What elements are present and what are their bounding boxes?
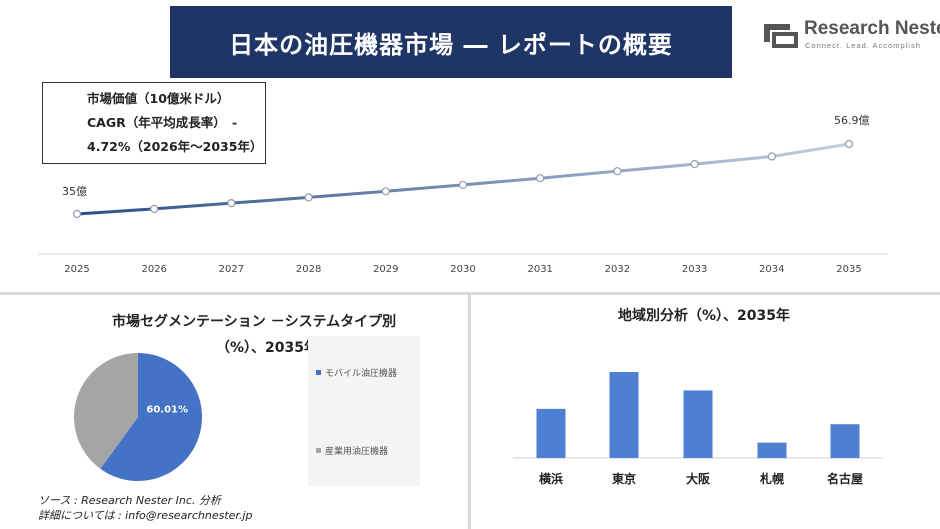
bar-category-label: 大阪 [686,471,711,486]
legend-swatch-industrial [316,448,321,453]
bar-category-label: 横浜 [539,471,563,486]
research-nester-logo: Research Nester Connect. Lead. Accomplis… [760,16,940,56]
legend-item-industrial: 産業用油圧機器 [316,444,388,457]
legend-label-industrial: 産業用油圧機器 [325,447,389,457]
pie-panel-title: 市場セグメンテーション －システムタイプ別 [112,314,397,330]
bar-名古屋 [830,424,860,458]
data-point-2026 [150,204,159,213]
x-tick-label: 2027 [219,264,244,275]
x-tick-label: 2034 [759,264,784,275]
report-title-banner: 日本の油圧機器市場 ― レポートの概要 [170,6,732,78]
first-point-label: 35億 [62,185,87,198]
pie-slice-0 [100,353,202,481]
logo-mark-icon [764,24,798,48]
pie-data-label: 60.01% [146,405,188,416]
data-point-2030 [458,180,468,190]
last-point-label: 56.9億 [834,114,870,127]
logo-name: Research Nester [804,18,940,39]
page-title: 日本の油圧機器市場 ― レポートの概要 [229,30,673,59]
cagr-value: 4.72%（2026年～2035年） [87,139,263,154]
data-point-2028 [304,193,313,202]
regional-bar-chart: 横浜 東京 大阪 札幌 名古屋 [513,372,883,486]
x-tick-label: 2028 [296,264,321,275]
bar-category-label: 名古屋 [827,471,863,486]
x-tick-label: 2030 [450,264,475,275]
market-value-line-chart: 2025 2026 2027 2028 2029 2030 2031 2032 2033 2034… [38,114,888,275]
x-tick-label: 2035 [836,264,861,275]
x-tick-label: 2026 [141,264,166,275]
contact-line: 詳細については : info@researchnester.jp [38,509,253,522]
data-point-2034 [767,152,776,161]
legend-item-mobile: モバイル油圧機器 [316,366,397,379]
data-point-2027 [227,199,236,208]
source-line: ソース : Research Nester Inc. 分析 [38,494,221,507]
market-info-box: 市場価値（10億米ドル） CAGR（年平均成長率） - 4.72%（2026年～… [42,82,266,164]
logo-tagline: Connect. Lead. Accomplish [805,41,921,50]
pie-legend: モバイル油圧機器 産業用油圧機器 [308,336,420,486]
vertical-divider [468,294,471,529]
data-point-2035 [844,139,854,149]
bar-panel-title: 地域別分析（%）、2035年 [618,308,790,324]
segmentation-pie-chart: 60.01% [74,353,202,481]
x-tick-label: 2033 [682,264,707,275]
bar-札幌 [757,442,787,458]
pie-slice-1 [74,353,138,469]
x-tick-label: 2029 [373,264,398,275]
legend-swatch-mobile [316,370,321,375]
bar-category-label: 札幌 [759,471,784,486]
x-tick-label: 2031 [527,264,552,275]
bar-大阪 [683,390,713,458]
data-point-2033 [690,160,699,169]
legend-label-mobile: モバイル油圧機器 [325,369,398,379]
market-value-label: 市場価値（10億米ドル） [87,91,230,106]
data-point-2029 [381,187,390,196]
bar-横浜 [536,408,566,458]
x-tick-label: 2032 [605,264,630,275]
x-tick-label: 2025 [64,264,89,275]
cagr-label: CAGR（年平均成長率） - [87,115,238,130]
source-note: ソース : Research Nester Inc. 分析 詳細については : … [38,493,252,523]
bar-東京 [609,372,639,458]
pie-panel-subtitle: （%）、2035年 [216,340,318,356]
data-point-2032 [613,167,622,176]
data-point-2031 [536,174,545,183]
bar-category-label: 東京 [612,471,636,486]
horizontal-divider [0,292,940,295]
data-point-2025 [72,209,82,219]
